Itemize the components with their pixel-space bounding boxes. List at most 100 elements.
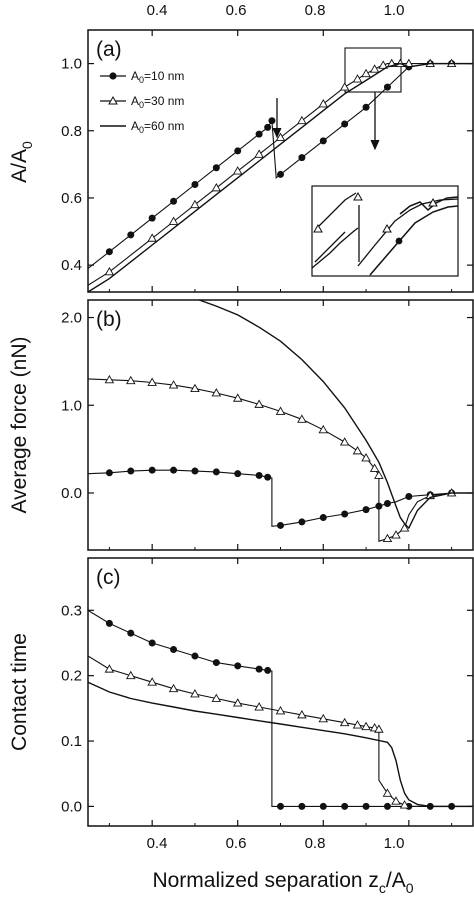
data-point-circle (255, 665, 263, 673)
legend-label-30nm: A0=30 nm (131, 94, 184, 110)
data-point-circle (191, 181, 199, 189)
data-point-circle (191, 467, 199, 475)
legend-label-sub: 0 (139, 125, 144, 135)
data-point-triangle (275, 406, 286, 415)
data-point-triangle (369, 64, 380, 73)
data-point-triangle (352, 445, 363, 455)
series-line-2 (88, 378, 473, 542)
data-point-circle (383, 500, 391, 508)
data-point-triangle (297, 414, 307, 423)
data-point-circle (362, 103, 370, 111)
data-point-triangle (211, 693, 222, 702)
data-point-circle (127, 629, 135, 637)
inset-curve-60nm (311, 227, 359, 269)
data-point-triangle (168, 380, 179, 389)
data-point-triangle (297, 709, 307, 719)
data-point-triangle (147, 377, 157, 386)
data-point-circle (255, 130, 263, 138)
data-point-circle (383, 802, 391, 810)
data-point-triangle (369, 463, 380, 472)
series-line-3 (198, 300, 473, 530)
data-point-circle (148, 466, 156, 474)
data-point-circle (319, 137, 327, 145)
data-point-triangle (211, 182, 222, 192)
data-point-circle (298, 802, 306, 810)
bottom-tick-labels: 0.4 0.6 0.8 1.0 (147, 835, 405, 852)
inset-curves (311, 191, 459, 276)
data-point-circle (341, 120, 349, 128)
legend-label-main: A (131, 119, 139, 133)
y-tick-label: 0.6 (61, 190, 82, 207)
zoom-box (344, 47, 402, 93)
data-point-triangle (168, 683, 179, 693)
panel-a-ylabel: A/A0 (8, 141, 35, 183)
legend-label-sub: 0 (139, 75, 144, 85)
y-tick-label: 0.4 (61, 257, 82, 274)
data-point-circle (277, 170, 284, 178)
data-point-triangle (190, 383, 200, 393)
ylabel-sub: 0 (19, 141, 35, 149)
data-point-triangle (318, 713, 329, 723)
plot-layer: 0.4 0.6 0.8 1.0 0.0 1.0 2.0 0.0 0.1 0.2 0.3 (61, 30, 473, 826)
y-tick-label: 1.0 (61, 56, 82, 73)
inset-curve-30nm-lower (357, 198, 459, 267)
data-point-circle (234, 662, 242, 670)
panel-b-data: 0.0 1.0 2.0 (61, 300, 473, 550)
data-point-triangle (232, 166, 243, 175)
data-point-triangle (126, 375, 136, 385)
series-line-3 (88, 62, 473, 292)
legend-label-10nm: A0=10 nm (131, 69, 184, 85)
data-point-circle (264, 666, 272, 674)
data-point-triangle (254, 149, 264, 158)
ylabel-main: A/A (8, 149, 31, 183)
series-line-1 (88, 609, 473, 807)
panel-a-label: (a) (96, 38, 122, 61)
data-point-triangle (339, 437, 350, 446)
y-tick-label: 0.8 (61, 123, 82, 140)
data-point-circle (234, 470, 242, 478)
panel-c-frame (87, 557, 474, 827)
xlabel-sub: c (379, 880, 386, 896)
inset-curve-10nm (369, 205, 459, 276)
data-point-triangle (318, 424, 329, 434)
data-point-triangle (190, 199, 200, 209)
data-point-circle (234, 147, 242, 155)
data-point-circle (405, 492, 413, 500)
y-tick-label: 0.2 (61, 668, 82, 685)
bottom-tick-label: 0.6 (226, 835, 247, 852)
inset-marker-triangle (353, 191, 363, 201)
data-point-circle (212, 659, 220, 667)
top-tick-label: 0.6 (226, 2, 247, 19)
data-point-circle (255, 471, 263, 479)
top-tick-label: 1.0 (384, 2, 405, 19)
data-point-triangle (254, 702, 264, 711)
data-point-circle (105, 619, 113, 627)
data-point-triangle (382, 788, 393, 797)
data-point-triangle (339, 82, 350, 91)
xlabel-main: Normalized separation z (152, 869, 378, 892)
panel-a-annotations (272, 47, 459, 277)
data-point-circle (212, 468, 220, 476)
panel-b-frame (87, 299, 474, 551)
data-point-circle (362, 506, 370, 514)
bottom-tick-label: 1.0 (384, 835, 405, 852)
y-tick-label: 0.1 (61, 733, 82, 750)
legend-marker-triangle (108, 95, 118, 105)
data-point-triangle (232, 393, 243, 402)
data-point-triangle (378, 60, 388, 69)
y-tick-label: 0.3 (61, 602, 82, 619)
panel-a-series (88, 58, 473, 292)
data-point-triangle (339, 717, 350, 727)
data-point-triangle (254, 399, 264, 408)
data-point-triangle (361, 452, 371, 462)
inset-marker-circle (395, 237, 403, 245)
series-line-1 (88, 469, 473, 527)
inset-marker-triangle (313, 223, 323, 233)
data-point-circle (105, 248, 113, 256)
data-point-circle (105, 469, 113, 477)
data-point-circle (277, 802, 284, 810)
data-point-circle (362, 802, 370, 810)
legend-label-60nm: A0=60 nm (131, 119, 184, 135)
legend-label-tail: =60 nm (144, 119, 184, 133)
data-point-circle (319, 802, 327, 810)
